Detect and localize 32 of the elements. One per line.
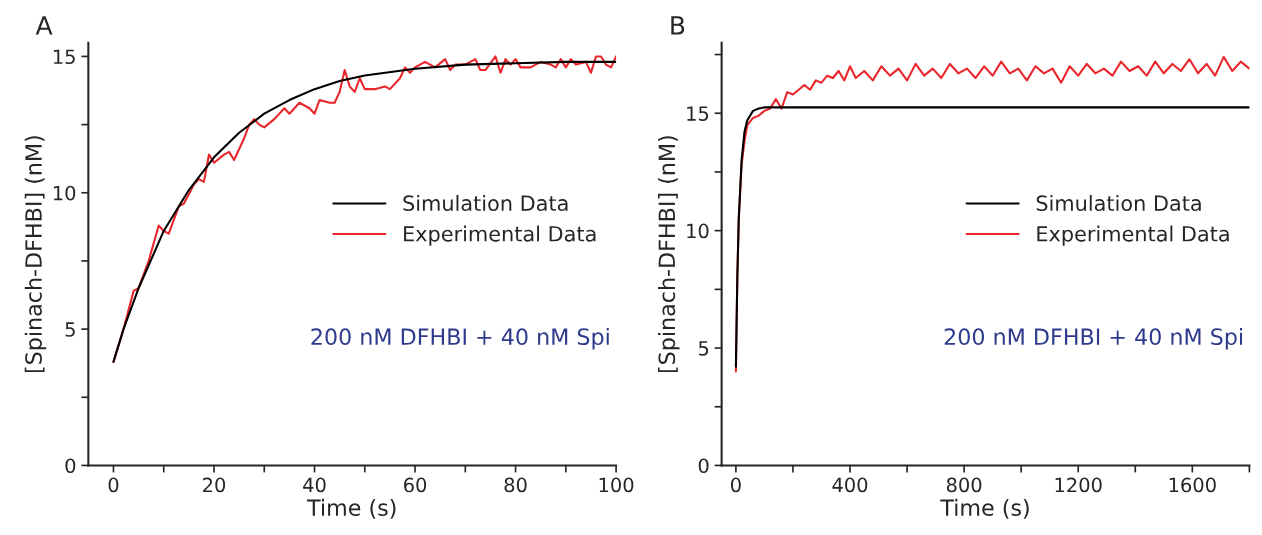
y-tick-label: 15 xyxy=(53,49,75,65)
y-tick-label: 15 xyxy=(687,106,709,121)
x-tick-label: 1600 xyxy=(1169,477,1216,493)
y-tick-label: 0 xyxy=(698,458,709,474)
y-tick-label: 5 xyxy=(65,322,75,337)
x-tick-label: 80 xyxy=(504,477,527,493)
y-tick-label: 0 xyxy=(65,458,76,474)
x-tick-label: 1200 xyxy=(1055,477,1102,493)
x-tick-label: 0 xyxy=(108,477,119,493)
legend-label: Experimental Data xyxy=(404,225,596,246)
x-tick-label: 20 xyxy=(203,477,226,493)
legend-label: Experimental Data xyxy=(1037,225,1229,246)
chart-title: B xyxy=(671,16,685,35)
y-tick-label: 10 xyxy=(53,185,76,201)
line-series xyxy=(734,106,1250,368)
y-tick-label: 10 xyxy=(687,223,709,239)
legend-label: Simulation Data xyxy=(1036,194,1201,212)
x-tick-label: 0 xyxy=(730,477,741,493)
x-axis-title: Time (s) xyxy=(306,498,396,519)
annotation: 200 nM DFHBI + 40 nM Spi xyxy=(311,327,609,350)
y-axis-title: [Spinach-DFHBI] (nM) xyxy=(24,136,47,373)
annotation: 200 nM DFHBI + 40 nM Spi xyxy=(944,327,1243,350)
x-tick-label: 800 xyxy=(946,477,982,493)
x-tick-label: 60 xyxy=(404,477,427,493)
x-tick-label: 40 xyxy=(303,477,326,493)
legend-label: Simulation Data xyxy=(403,194,568,212)
chart-title: A xyxy=(35,16,53,35)
x-axis-title: Time (s) xyxy=(940,498,1029,519)
x-tick-label: 400 xyxy=(832,477,868,493)
y-axis-title: [Spinach-DFHBI] (nM) xyxy=(658,136,680,373)
y-tick-label: 5 xyxy=(698,341,709,356)
x-tick-label: 100 xyxy=(599,477,634,493)
